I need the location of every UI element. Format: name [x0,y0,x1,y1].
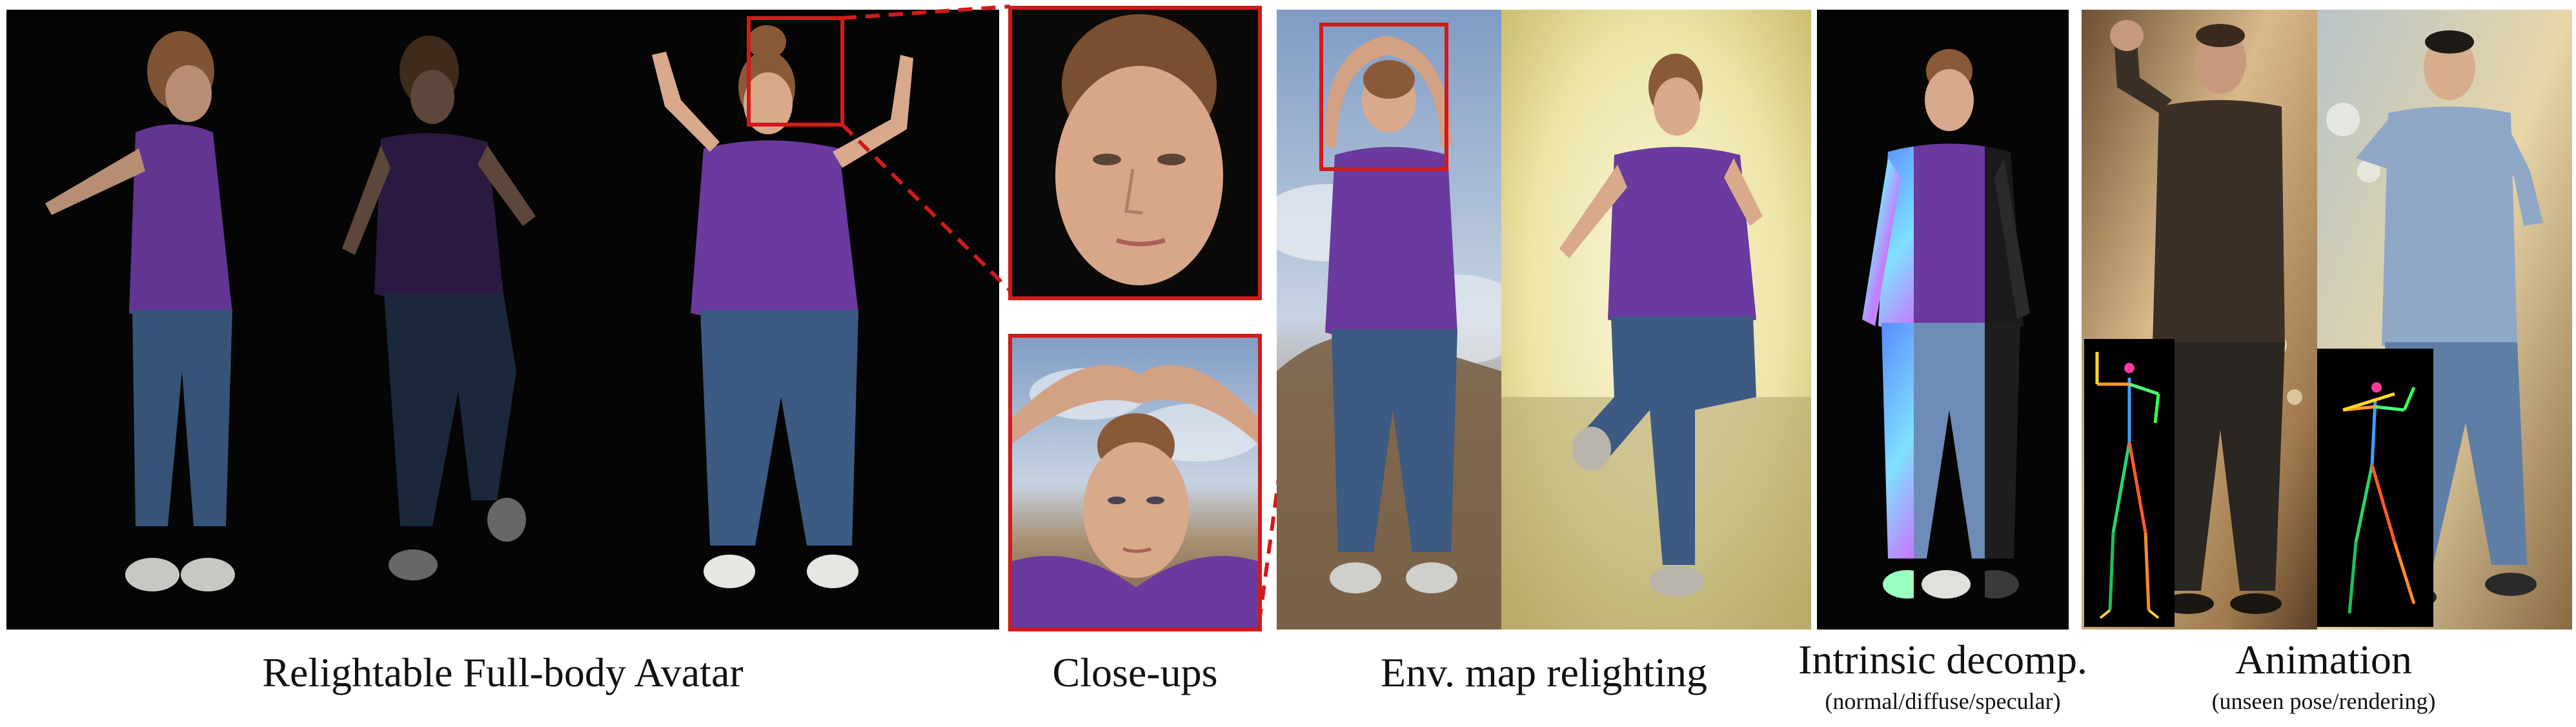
closeup-arms-raised-panel [1008,334,1262,631]
avatar-figure-knee [342,36,536,580]
caption-animation-sub: (unseen pose/rendering) [2211,688,2436,714]
leader-line-bottom [840,123,1012,292]
caption-intrinsic-sub: (normal/diffuse/specular) [1825,688,2061,714]
full-body-avatars-panel [6,10,999,630]
caption-env-map: Env. map relighting [1381,650,1707,695]
animation-man-2-panel [2317,10,2572,630]
intrinsic-decomposition-panel [1817,10,2069,630]
caption-closeups: Close-ups [1052,650,1218,695]
head-highlight-box [747,16,844,127]
env-map-sky-panel [1277,10,1501,630]
env-map-highlight-box [1319,23,1448,171]
caption-intrinsic: Intrinsic decomp. [1798,637,2087,682]
avatar-figure-front [652,25,913,588]
animation-man-1-panel [2082,10,2317,630]
caption-full-body: Relightable Full-body Avatar [262,650,744,695]
closeup-face-panel [1008,6,1262,300]
skeleton-inset-2 [2317,349,2433,627]
caption-animation: Animation [2235,637,2412,682]
skeleton-inset-1 [2084,339,2175,627]
avatar-figure-side [45,31,235,591]
leader-line-top [842,5,1011,20]
env-map-indoor-panel [1501,10,1811,630]
